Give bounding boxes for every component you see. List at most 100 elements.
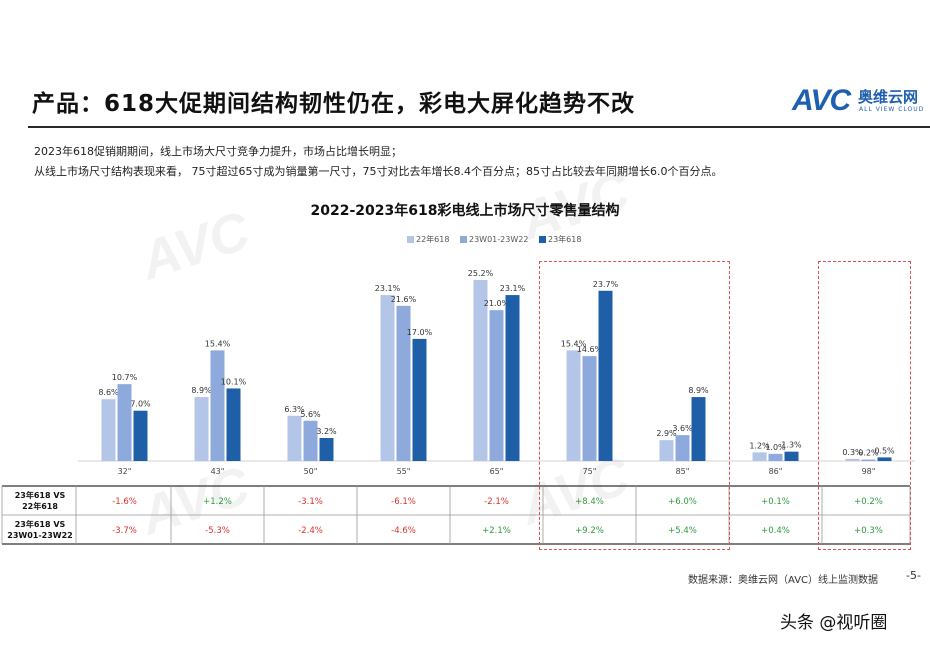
bar-value-label: 1.0% [765, 443, 786, 452]
diff-value: -1.6% [112, 497, 137, 507]
description-line-2: 从线上市场尺寸结构表现来看， 75寸超过65寸成为销量第一尺寸，75寸对比去年增… [34, 165, 723, 178]
diff-value: +5.4% [668, 526, 697, 536]
bar [117, 384, 132, 461]
bar [675, 435, 690, 461]
bar [752, 452, 767, 461]
bar [691, 397, 706, 461]
bar-value-label: 8.6% [98, 388, 119, 397]
bar-value-label: 17.0% [407, 328, 433, 337]
bar-value-label: 23.7% [593, 280, 619, 289]
data-source: 数据来源：奥维云网（AVC）线上监测数据 [688, 575, 879, 586]
row-label: 23W01-23W22 [7, 531, 73, 540]
bar [396, 305, 411, 461]
bar-value-label: 7.0% [130, 400, 151, 409]
x-tick-label: 55" [397, 467, 411, 476]
bar [194, 397, 209, 461]
bottom-band [0, 600, 930, 650]
bar-value-label: 21.6% [391, 295, 417, 304]
bar [768, 453, 783, 461]
bar-value-label: 1.2% [749, 441, 770, 450]
x-tick-label: 85" [676, 467, 690, 476]
diff-value: +0.2% [854, 497, 883, 507]
bar [877, 457, 892, 461]
page-title: 产品：618大促期间结构韧性仍在，彩电大屏化趋势不改 [32, 91, 636, 117]
legend-label: 23年618 [547, 235, 582, 244]
bar [473, 280, 488, 461]
diff-value: +0.1% [761, 497, 790, 507]
diff-value: -5.3% [205, 526, 230, 536]
legend-label: 22年618 [416, 235, 450, 244]
diff-value: +0.4% [761, 526, 790, 536]
x-tick-label: 75" [583, 467, 597, 476]
diff-value: -6.1% [391, 497, 416, 507]
bar-value-label: 6.3% [284, 405, 305, 414]
bar-value-label: 0.2% [858, 449, 879, 458]
x-tick-label: 50" [304, 467, 318, 476]
bar [133, 410, 148, 461]
diff-value: +0.3% [854, 526, 883, 536]
bar-value-label: 5.6% [300, 410, 321, 419]
x-tick-label: 32" [118, 467, 132, 476]
page-number: -5- [906, 569, 921, 582]
bar [287, 415, 302, 461]
bar [101, 399, 116, 461]
avc-logo: AVC 奥维云网 ALL VIEW CLOUD [792, 84, 930, 124]
diff-value: +6.0% [668, 497, 697, 507]
bar [303, 420, 318, 461]
highlight-box-98 [818, 261, 911, 550]
bar [784, 451, 799, 461]
author-credit: 头条 @视听圈 [780, 613, 888, 633]
logo-cn-text: 奥维云网 [858, 88, 919, 106]
bar-value-label: 25.2% [468, 269, 494, 278]
bar [489, 310, 504, 461]
legend-label: 23W01-23W22 [469, 235, 529, 244]
description-line-1: 2023年618促销期期间，线上市场大尺寸竞争力提升，市场占比增长明显； [34, 145, 402, 158]
bar-value-label: 8.9% [191, 386, 212, 395]
bar-value-label: 15.4% [561, 339, 587, 348]
bar-value-label: 3.2% [316, 427, 337, 436]
diff-value: +1.2% [203, 497, 232, 507]
bar-value-label: 21.0% [484, 299, 510, 308]
diff-value: +2.1% [482, 526, 511, 536]
bar [412, 338, 427, 461]
bar-value-label: 10.1% [221, 377, 247, 386]
bar [319, 438, 334, 461]
diff-value: -4.6% [391, 526, 416, 536]
bar-value-label: 8.9% [688, 386, 709, 395]
bar [598, 290, 613, 461]
diff-value: -3.7% [112, 526, 137, 536]
x-tick-label: 65" [490, 467, 504, 476]
row-label: 23年618 VS [15, 490, 66, 500]
bar-value-label: 15.4% [205, 339, 231, 348]
diff-value: -2.4% [298, 526, 323, 536]
bar-value-label: 23.1% [375, 284, 401, 293]
bar-value-label: 14.6% [577, 345, 603, 354]
x-tick-label: 86" [769, 467, 783, 476]
bar [226, 388, 241, 461]
legend-swatch [407, 236, 414, 243]
bar-value-label: 3.6% [672, 424, 693, 433]
bar [582, 356, 597, 461]
bar-value-label: 23.1% [500, 284, 526, 293]
bar [566, 350, 581, 461]
legend-item: 22年618 [407, 234, 449, 245]
bar [505, 295, 520, 461]
diff-value: +8.4% [575, 497, 604, 507]
bar [861, 459, 876, 461]
bar-value-label: 1.3% [781, 441, 802, 450]
bar [659, 440, 674, 461]
bar-value-label: 0.5% [874, 446, 895, 455]
title-divider [28, 126, 930, 128]
row-label: 23年618 VS [15, 519, 66, 529]
row-label: 22年618 [22, 501, 58, 511]
diff-value: -2.1% [484, 497, 509, 507]
bar [380, 295, 395, 461]
legend-swatch [460, 236, 467, 243]
bar [845, 458, 860, 461]
bar-value-label: 10.7% [112, 373, 138, 382]
chart-title: 2022-2023年618彩电线上市场尺寸零售量结构 [310, 203, 620, 219]
highlight-box-75-85 [539, 261, 730, 550]
legend-item: 23年618 [538, 234, 582, 245]
x-tick-label: 98" [862, 467, 876, 476]
diff-value: +9.2% [575, 526, 604, 536]
